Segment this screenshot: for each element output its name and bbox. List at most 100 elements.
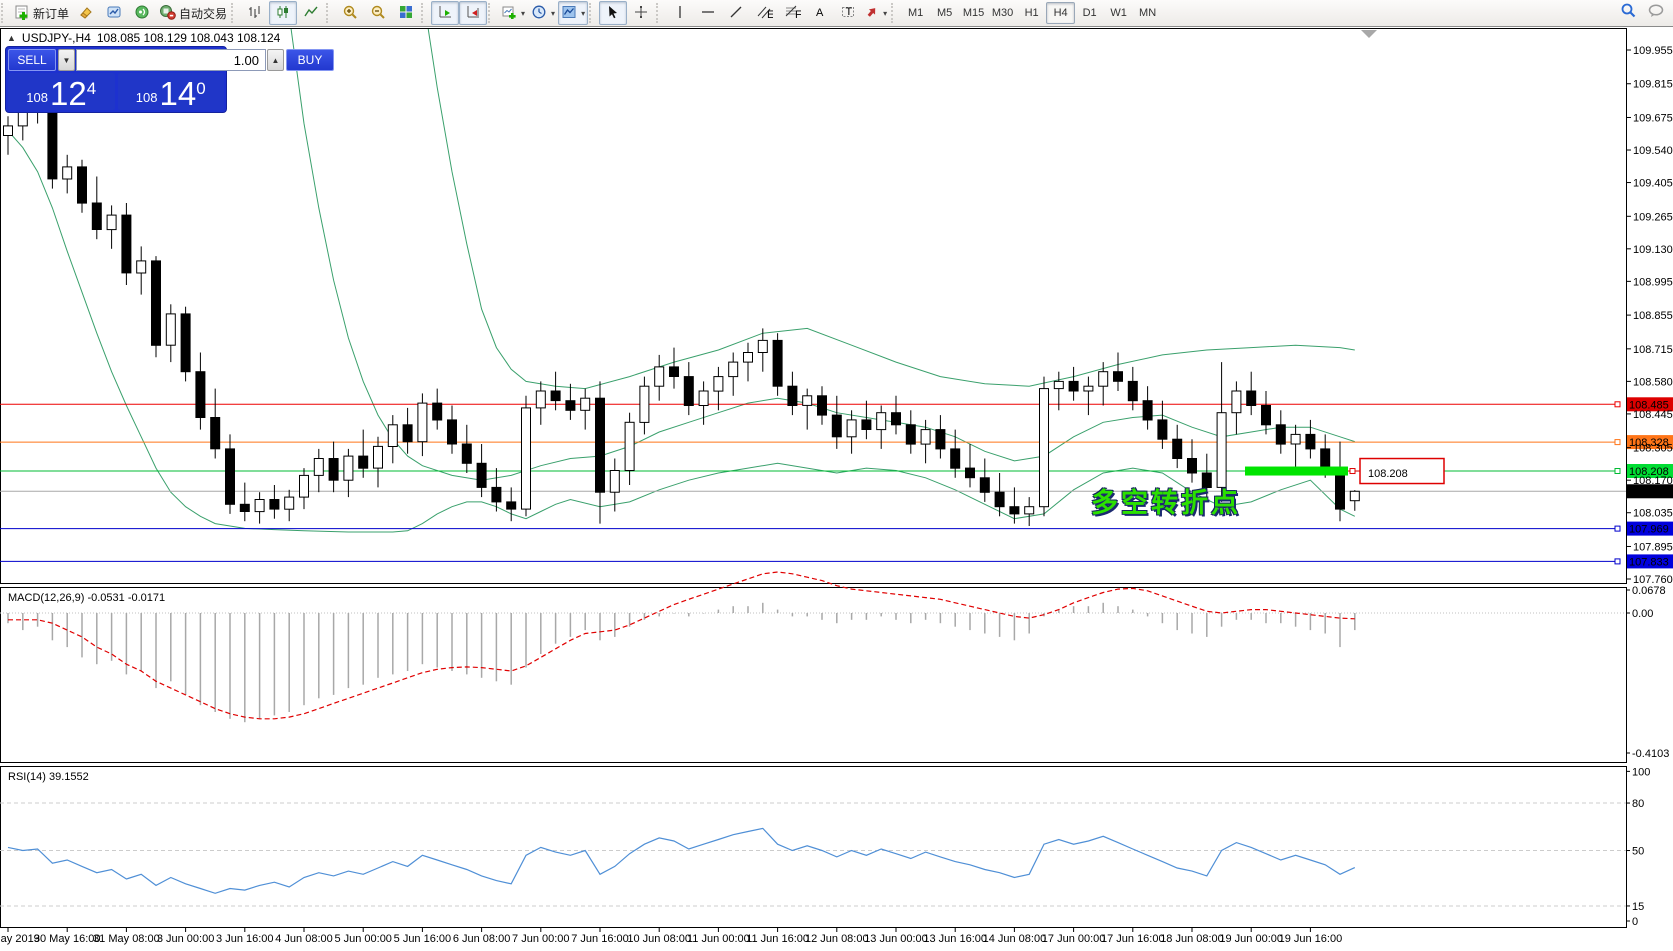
buy-button[interactable]: BUY	[286, 49, 334, 71]
macd-bar	[81, 613, 83, 658]
line-chart-button[interactable]	[297, 1, 325, 25]
tile-windows-button[interactable]	[392, 1, 420, 25]
macd-bar	[1324, 613, 1326, 634]
trendline-segment[interactable]	[1245, 466, 1348, 476]
chat-icon[interactable]	[1647, 3, 1665, 24]
auto-scroll-button[interactable]	[431, 1, 460, 25]
new-order-button[interactable]: 新订单	[11, 1, 72, 25]
equidistant-channel-button[interactable]: E	[750, 1, 778, 25]
tab-m5[interactable]: M5	[936, 7, 953, 19]
new-chart-dropdown[interactable]: ▾	[498, 1, 528, 25]
templates-dropdown[interactable]: ▾	[558, 1, 589, 25]
text-label-button[interactable]: T	[834, 1, 862, 25]
vertical-line-button[interactable]	[666, 1, 694, 25]
horizontal-line-button[interactable]	[694, 1, 722, 25]
sell-button[interactable]: SELL	[8, 49, 56, 71]
candle-bear	[787, 385, 798, 407]
macd-bar	[614, 613, 616, 637]
tab-h4[interactable]: H4	[1046, 2, 1076, 24]
macd-bar	[288, 613, 290, 712]
turning-point-annotation[interactable]: 多空转折点	[1091, 488, 1241, 518]
macd-bar	[732, 606, 734, 613]
signals-button[interactable]	[128, 1, 156, 25]
price-tick: 108.445	[1633, 409, 1673, 421]
price-badge-108.485-label: 108.485	[1629, 399, 1669, 411]
tab-m1[interactable]: M1	[907, 7, 924, 19]
text-button[interactable]: A	[806, 1, 834, 25]
zoom-in-button[interactable]	[336, 1, 364, 25]
current-price-badge	[1627, 484, 1673, 499]
tab-m30[interactable]: M30	[991, 7, 1014, 19]
price-callout-box[interactable]	[1359, 457, 1445, 485]
price-badge-108.485	[1627, 397, 1673, 412]
macd-bar	[22, 613, 24, 631]
crosshair-icon	[633, 4, 649, 23]
macd-bar	[1280, 613, 1282, 624]
volume-up-button[interactable]: ▲	[267, 49, 284, 71]
volume-input[interactable]	[76, 49, 266, 71]
zoom-out-icon	[370, 4, 386, 23]
bar-chart-button[interactable]	[241, 1, 269, 25]
periods-dropdown[interactable]: ▾	[528, 1, 558, 25]
macd-bar	[865, 613, 868, 620]
macd-bar	[406, 613, 409, 671]
chart-objects[interactable]: 108.208	[1245, 457, 1445, 485]
buy-price-point: 0	[196, 79, 206, 98]
trendline-button[interactable]	[722, 1, 750, 25]
market-watch-icon	[106, 4, 122, 23]
candle-bear	[905, 424, 916, 445]
new-order-label: 新订单	[33, 6, 70, 21]
candle-bull	[654, 366, 665, 387]
new-chart-icon	[501, 4, 517, 23]
tab-m15[interactable]: M15	[962, 7, 985, 19]
macd-bar	[658, 613, 660, 617]
price-badge-108.328	[1627, 435, 1673, 450]
macd-bar	[303, 613, 305, 706]
volume-down-button[interactable]: ▼	[58, 49, 75, 71]
macd-bar	[377, 613, 379, 678]
chart-shift-icon	[465, 4, 481, 23]
macd-bar	[436, 613, 438, 668]
sell-price-display[interactable]: 108 12 4	[8, 73, 115, 110]
macd-bar	[673, 613, 675, 614]
tab-d1[interactable]: D1	[1082, 7, 1097, 19]
chart-shift-marker-icon[interactable]	[1361, 30, 1377, 38]
eraser-button[interactable]	[72, 1, 100, 25]
callout-handle	[1349, 468, 1356, 475]
ohlc-info-line: ▲ USDJPY-,H4 108.085 108.129 108.043 108…	[7, 31, 280, 45]
tab-mn[interactable]: MN	[1139, 7, 1157, 19]
candlestick-chart-button[interactable]	[269, 1, 298, 25]
price-badge-108.328-label: 108.328	[1629, 437, 1669, 449]
candle-bear	[461, 443, 472, 464]
zoom-out-button[interactable]	[364, 1, 392, 25]
candle-bear	[432, 402, 443, 421]
tab-w1[interactable]: W1	[1110, 7, 1127, 19]
macd-bar	[480, 613, 483, 678]
market-watch-button[interactable]	[100, 1, 128, 25]
candle-bear	[1275, 424, 1286, 445]
chevron-down-icon: ▾	[551, 8, 556, 18]
candle-bear	[239, 503, 250, 512]
candle-bull	[521, 407, 531, 510]
toolbar-grip	[231, 3, 240, 23]
search-icon[interactable]	[1620, 2, 1637, 24]
candle-bear	[1157, 419, 1168, 440]
macd-bar	[273, 613, 276, 716]
candle-bear	[225, 448, 235, 505]
tile-windows-icon	[398, 4, 414, 23]
auto-trading-button[interactable]: 自动交易	[156, 1, 230, 25]
price-tick: 109.405	[1633, 178, 1673, 190]
chart-shift-button[interactable]	[459, 1, 488, 25]
collapse-arrow-icon[interactable]: ▲	[7, 33, 16, 43]
macd-bar	[954, 613, 956, 627]
candle-bull	[254, 499, 265, 513]
crosshair-button[interactable]	[627, 1, 655, 25]
fibonacci-button[interactable]: F	[778, 1, 806, 25]
tab-h1[interactable]: H1	[1024, 7, 1039, 19]
bollinger-lower	[7, 130, 1356, 533]
buy-price-display[interactable]: 108 14 0	[117, 73, 224, 110]
cursor-button[interactable]	[599, 1, 628, 25]
price-badge-107.833	[1627, 554, 1673, 569]
arrows-dropdown[interactable]: ▾	[862, 1, 890, 25]
